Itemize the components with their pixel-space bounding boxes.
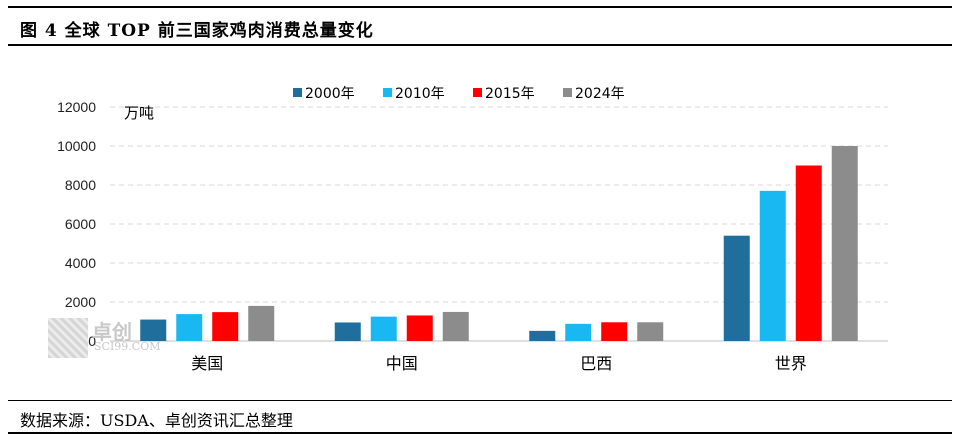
x-tick-label: 巴西 [580,354,612,373]
legend-label: 2024年 [575,86,625,102]
footer: 数据来源：USDA、卓创资讯汇总整理 [8,400,952,434]
bar [370,316,397,341]
bar [759,190,786,341]
bar [601,322,628,341]
y-tick-label: 4000 [65,255,96,271]
x-tick-label: 世界 [775,354,807,373]
bar [176,314,203,341]
bar [140,319,167,341]
y-tick-label: 8000 [65,177,96,193]
bar [637,322,664,341]
y-tick-label: 0 [88,333,96,349]
source-note: 数据来源：USDA、卓创资讯汇总整理 [20,411,293,430]
y-tick-label: 6000 [65,216,96,232]
bar [248,305,275,341]
bar [831,146,858,341]
bar [723,235,750,341]
x-tick-label: 中国 [386,354,418,373]
bar [529,330,556,341]
legend-label: 2000年 [305,86,355,102]
watermark-logo-icon [48,318,88,358]
x-tick-label: 美国 [191,354,223,373]
y-tick-label: 10000 [57,138,96,154]
y-tick-label: 2000 [65,294,96,310]
legend-swatch [473,88,482,97]
bar [212,312,239,341]
y-tick-label: 12000 [57,99,96,115]
legend-swatch [383,88,392,97]
bar [334,322,361,341]
legend-swatch [293,88,302,97]
chart-title: 图 4 全球 TOP 前三国家鸡肉消费总量变化 [20,21,374,41]
legend-label: 2010年 [395,86,445,102]
legend-label: 2015年 [485,86,535,102]
bar [406,315,433,341]
y-unit-label: 万吨 [124,104,154,122]
watermark-brand: 卓创 [92,320,132,344]
bar [795,165,822,341]
title-bar: 图 4 全球 TOP 前三国家鸡肉消费总量变化 [8,6,952,46]
bar [565,323,592,341]
watermark-domain: SCI99.COM [94,340,161,353]
legend-swatch [563,88,572,97]
bar [442,311,469,341]
